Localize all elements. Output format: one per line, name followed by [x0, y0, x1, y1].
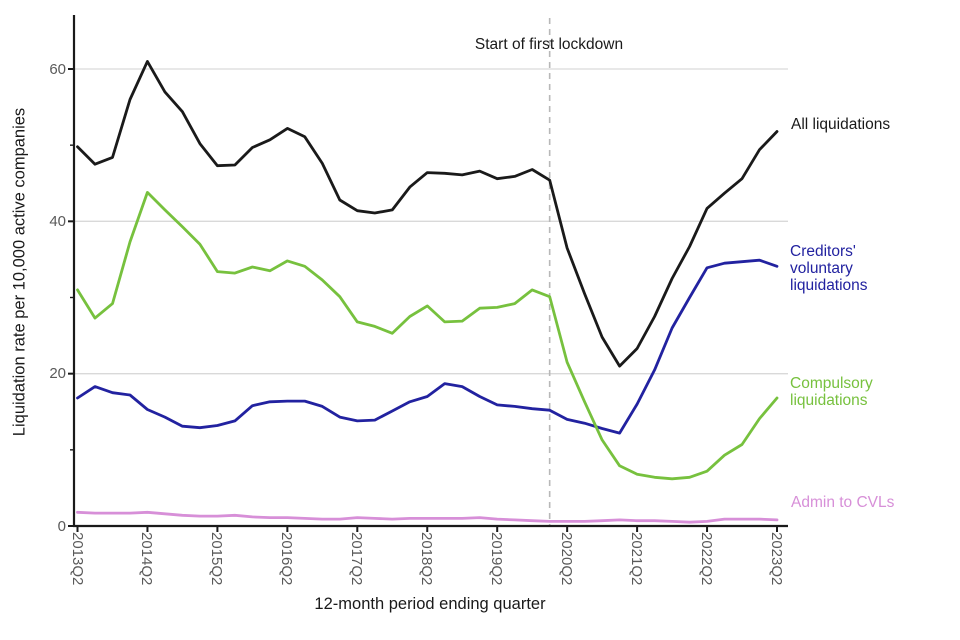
y-tick-label-20: 20 [49, 365, 66, 383]
x-tick-label-2019Q2: 2019Q2 [488, 532, 506, 586]
x-tick-label-2016Q2: 2016Q2 [278, 532, 296, 586]
x-tick-label-2021Q2: 2021Q2 [628, 532, 646, 586]
series-line-all-liquidations [76, 60, 779, 368]
series-label-all-liquidations: All liquidations [791, 116, 891, 133]
series-label-creditors-voluntary-liquidations: Creditors' voluntary liquidations [790, 243, 868, 294]
x-tick-label-2014Q2: 2014Q2 [138, 532, 156, 586]
lockdown-annotation: Start of first lockdown [474, 36, 624, 53]
x-tick-label-2022Q2: 2022Q2 [698, 532, 716, 586]
series-label-compulsory-liquidations: Compulsory liquidations [790, 375, 873, 409]
series-line-compulsory-liquidations [76, 190, 779, 481]
y-tick-label-60: 60 [49, 60, 66, 78]
x-tick-label-2013Q2: 2013Q2 [68, 532, 86, 586]
series-line-admin-to-cvls [76, 510, 779, 524]
y-tick-label-40: 40 [49, 212, 66, 230]
y-tick-label-0: 0 [57, 517, 66, 535]
x-tick-label-2023Q2: 2023Q2 [768, 532, 785, 586]
x-tick-label-2017Q2: 2017Q2 [348, 532, 366, 586]
x-tick-label-2020Q2: 2020Q2 [558, 532, 576, 586]
y-axis-title: Liquidation rate per 10,000 active compa… [10, 107, 29, 437]
series-line-creditors-voluntary-liquidations [76, 258, 779, 435]
series-label-admin-to-cvls: Admin to CVLs [791, 494, 895, 511]
x-axis-title: 12-month period ending quarter [314, 595, 546, 613]
x-tick-label-2018Q2: 2018Q2 [418, 532, 436, 586]
x-tick-label-2015Q2: 2015Q2 [208, 532, 226, 586]
